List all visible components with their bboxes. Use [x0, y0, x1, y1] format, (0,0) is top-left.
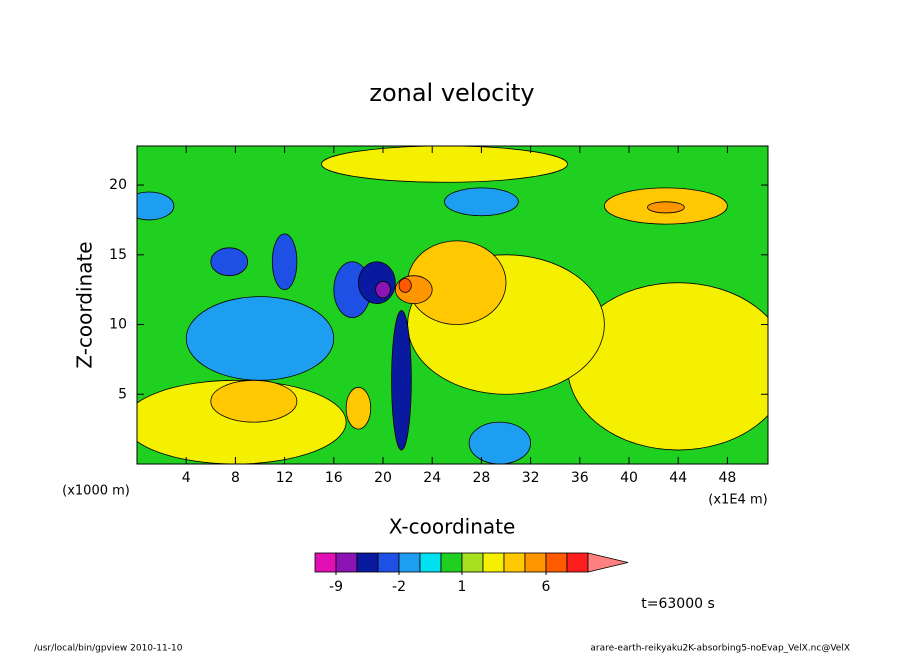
colorbar-tick-label: -2	[392, 579, 406, 595]
colorbar-segment	[314, 552, 337, 573]
contour-region	[321, 146, 568, 183]
colorbar-segment	[503, 552, 526, 573]
x-tick-label: 16	[325, 470, 343, 486]
contour-region	[137, 191, 175, 221]
contour-region	[398, 278, 412, 293]
footer-right: arare-earth-reikyaku2K-absorbing5-noEvap…	[590, 644, 850, 654]
colorbar-tick-label: -9	[329, 579, 343, 595]
y-tick-label: 5	[118, 386, 127, 402]
colorbar-segment	[377, 552, 400, 573]
x-tick-label: 8	[231, 470, 240, 486]
x-axis-label: X-coordinate	[389, 515, 516, 539]
y-axis-label: Z-coordinate	[73, 241, 97, 368]
footer-left: /usr/local/bin/gpview 2010-11-10	[34, 644, 183, 654]
x-tick-label: 48	[718, 470, 736, 486]
y-tick-label: 10	[109, 317, 127, 333]
contour-region	[647, 201, 685, 214]
contour-region	[271, 233, 298, 291]
x-tick-label: 4	[182, 470, 191, 486]
colorbar-segment	[440, 552, 463, 573]
x-tick-label: 12	[276, 470, 294, 486]
x-unit-label: (x1000 m)	[62, 484, 130, 499]
x-tick-label: 36	[571, 470, 589, 486]
time-label: t=63000 s	[641, 596, 715, 612]
chart-title: zonal velocity	[369, 79, 534, 107]
colorbar-segment	[335, 552, 358, 573]
contour-region	[185, 296, 335, 381]
contour-region	[358, 261, 396, 305]
colorbar-extend	[587, 552, 629, 573]
contour-region	[391, 310, 412, 451]
contour-region	[210, 379, 298, 423]
contour-region	[468, 421, 531, 464]
contour-region	[375, 280, 391, 299]
y-tick-label: 20	[109, 177, 127, 193]
contour-region	[345, 386, 372, 430]
x-tick-label: 44	[669, 470, 687, 486]
colorbar-segment	[566, 552, 589, 573]
y-tick-label: 15	[109, 247, 127, 263]
x-scale-label: (x1E4 m)	[708, 493, 767, 508]
colorbar-segment	[398, 552, 421, 573]
x-tick-label: 32	[522, 470, 540, 486]
colorbar-segment	[356, 552, 379, 573]
colorbar-segment	[524, 552, 547, 573]
colorbar-segment	[545, 552, 568, 573]
contour-region	[210, 247, 249, 277]
x-tick-label: 40	[620, 470, 638, 486]
colorbar-segment	[461, 552, 484, 573]
x-tick-label: 28	[472, 470, 490, 486]
x-tick-label: 24	[423, 470, 441, 486]
plot-frame	[136, 145, 769, 465]
contour-region	[444, 187, 519, 217]
colorbar-segment	[482, 552, 505, 573]
x-tick-label: 20	[374, 470, 392, 486]
colorbar-tick-label: 1	[458, 579, 467, 595]
colorbar-tick-label: 6	[542, 579, 551, 595]
colorbar-segment	[419, 552, 442, 573]
contour-field	[137, 146, 768, 464]
